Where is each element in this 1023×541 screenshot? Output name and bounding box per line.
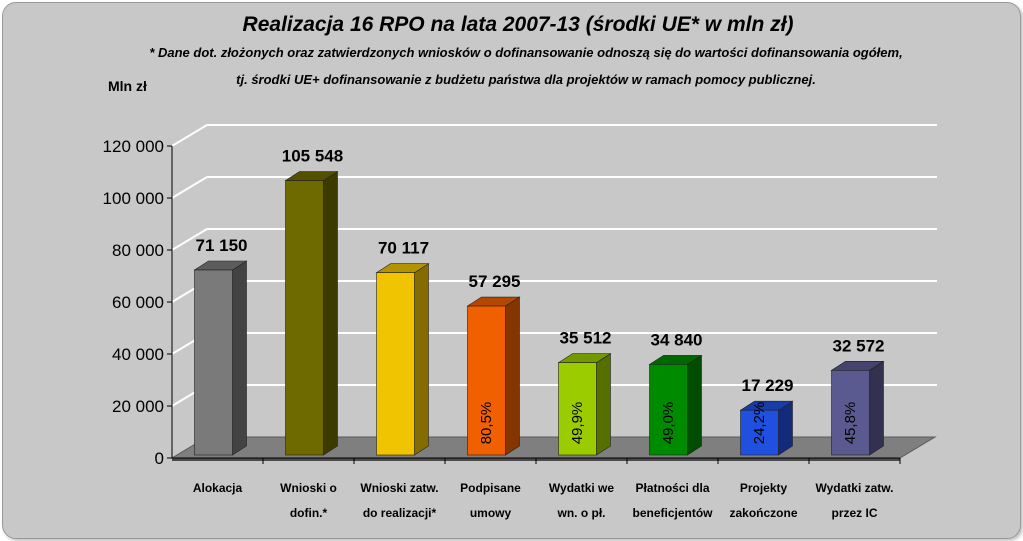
chart-title: Realizacja 16 RPO na lata 2007-13 (środk…: [243, 13, 794, 36]
y-tick-label: 120 000: [103, 137, 164, 156]
bar: [193, 260, 248, 456]
bar-side: [869, 360, 884, 456]
chart-note-line-1: * Dane dot. złożonych oraz zatwierdzonyc…: [149, 45, 902, 60]
x-category-label: umowy: [470, 506, 512, 520]
bar-side: [687, 354, 702, 456]
bar-percent-label: 80,5%: [478, 402, 495, 445]
bar-side: [323, 171, 338, 456]
axis-layer: 0 20 000 40 000 60 000 80 000 100 000 120 000: [103, 137, 901, 468]
bar-front: [649, 364, 688, 456]
y-tick-label: 20 000: [112, 397, 164, 416]
bar-value-label: 17 229: [742, 376, 794, 395]
x-category-label: do realizacji*: [363, 506, 437, 520]
x-category-label: Wydatki we: [549, 481, 614, 495]
y-tick-label: 100 000: [103, 189, 164, 208]
bar-side: [414, 263, 429, 456]
bar-side: [778, 400, 793, 456]
x-category-label: zakończone: [729, 506, 797, 520]
bar-front: [740, 409, 779, 456]
bar-side: [505, 296, 520, 456]
bar-percent-label: 49,9%: [569, 402, 586, 445]
bar-side: [232, 260, 247, 456]
bar-front: [467, 305, 506, 456]
bar-value-label: 70 117: [378, 239, 429, 258]
bar: [466, 296, 521, 456]
bar: [557, 353, 612, 456]
x-category-label: przez IC: [831, 506, 877, 520]
gridline-side: [171, 228, 208, 251]
labels-layer: 71 150 Alokacja 105 548 Wnioski o dofin.* 70 …: [193, 147, 894, 520]
bar-value-label: 57 295: [469, 272, 521, 291]
bar-side: [596, 353, 611, 456]
bar: [375, 263, 430, 456]
bar-percent-label: 45,8%: [842, 402, 859, 445]
x-category-label: dofin.*: [290, 506, 328, 520]
gridline-side: [171, 124, 208, 147]
bar-percent-label: 49,0%: [660, 402, 677, 445]
bar-value-label: 71 150: [196, 236, 248, 255]
bar: [648, 354, 703, 456]
x-category-label: Podpisane: [460, 481, 521, 495]
x-category-label: Płatności dla: [635, 481, 709, 495]
bar: [284, 171, 339, 456]
bar-value-label: 34 840: [651, 330, 703, 349]
bar-percent-label: 24,2%: [751, 402, 768, 445]
bar: [739, 400, 794, 456]
bar-front: [285, 180, 324, 456]
y-tick-label: 60 000: [112, 293, 164, 312]
bars-layer: [193, 171, 885, 456]
x-category-label: Alokacja: [193, 481, 243, 495]
bar-value-label: 35 512: [560, 329, 612, 348]
bar-value-label: 105 548: [282, 147, 343, 166]
gridline-side: [171, 176, 208, 199]
chart-note-line-2: tj. środki UE+ dofinansowanie z budżetu …: [236, 72, 816, 87]
x-category-label: Wydatki zatw.: [815, 481, 893, 495]
x-category-label: Wnioski o: [280, 481, 337, 495]
x-category-label: beneficjentów: [632, 506, 713, 520]
x-category-label: wn. o pł.: [557, 506, 606, 520]
bar-front: [831, 370, 870, 456]
y-tick-label: 40 000: [112, 345, 164, 364]
bar: [830, 360, 885, 456]
bar-front: [558, 362, 597, 456]
x-category-label: Projekty: [740, 481, 788, 495]
bar-front: [376, 272, 415, 456]
bar-value-label: 32 572: [833, 336, 885, 355]
y-tick-label: 0: [155, 449, 164, 468]
y-axis-label: Mln zł: [108, 78, 147, 94]
y-tick-label: 80 000: [112, 241, 164, 260]
x-category-label: Wnioski zatw.: [360, 481, 438, 495]
bar-front: [194, 269, 233, 456]
